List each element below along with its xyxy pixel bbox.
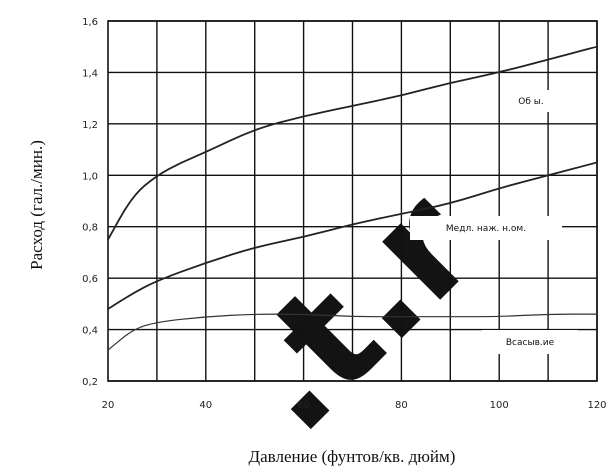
x-axis-ticks: 20 40 60 80 100 120 <box>102 400 607 411</box>
series-label: Всасыв.ие <box>506 338 555 348</box>
series-labels: Об ы. Медл. наж. н.ом. Всасыв.ие <box>410 90 578 354</box>
y-axis-ticks: 0,2 0,4 0,6 0,8 1,0 1,2 1,4 1,6 <box>82 17 98 388</box>
chart-grid <box>107 20 598 382</box>
series-label: Медл. наж. н.ом. <box>446 224 526 234</box>
x-tick-label: 80 <box>395 400 408 411</box>
x-tick-label: 60 <box>297 400 310 411</box>
x-tick-label: 100 <box>490 400 509 411</box>
x-axis-title: Давление (фунтов/кв. дюйм) <box>249 447 456 466</box>
series-label-box <box>500 90 562 112</box>
y-tick-label: 0,2 <box>82 377 98 388</box>
series-line <box>107 313 598 351</box>
y-tick-label: 1,0 <box>82 171 98 182</box>
series-line <box>107 45 598 241</box>
chart-series <box>107 45 598 351</box>
y-tick-label: 1,2 <box>82 120 98 131</box>
x-tick-label: 20 <box>102 400 115 411</box>
series-label: Об ы. <box>518 97 543 107</box>
x-tick-label: 120 <box>587 400 606 411</box>
watermark: .t.r <box>202 159 509 466</box>
y-tick-label: 0,8 <box>82 223 98 234</box>
y-tick-label: 1,4 <box>82 68 98 79</box>
series-label-box <box>410 216 562 240</box>
x-tick-label: 40 <box>199 400 212 411</box>
y-tick-label: 0,6 <box>82 274 98 285</box>
y-tick-label: 1,6 <box>82 17 98 28</box>
watermark-text: .t.r <box>202 159 509 466</box>
y-tick-label: 0,4 <box>82 326 98 337</box>
y-axis-title: Расход (гал./мин.) <box>27 140 46 270</box>
series-label-box <box>482 330 578 354</box>
series-line <box>107 161 598 310</box>
